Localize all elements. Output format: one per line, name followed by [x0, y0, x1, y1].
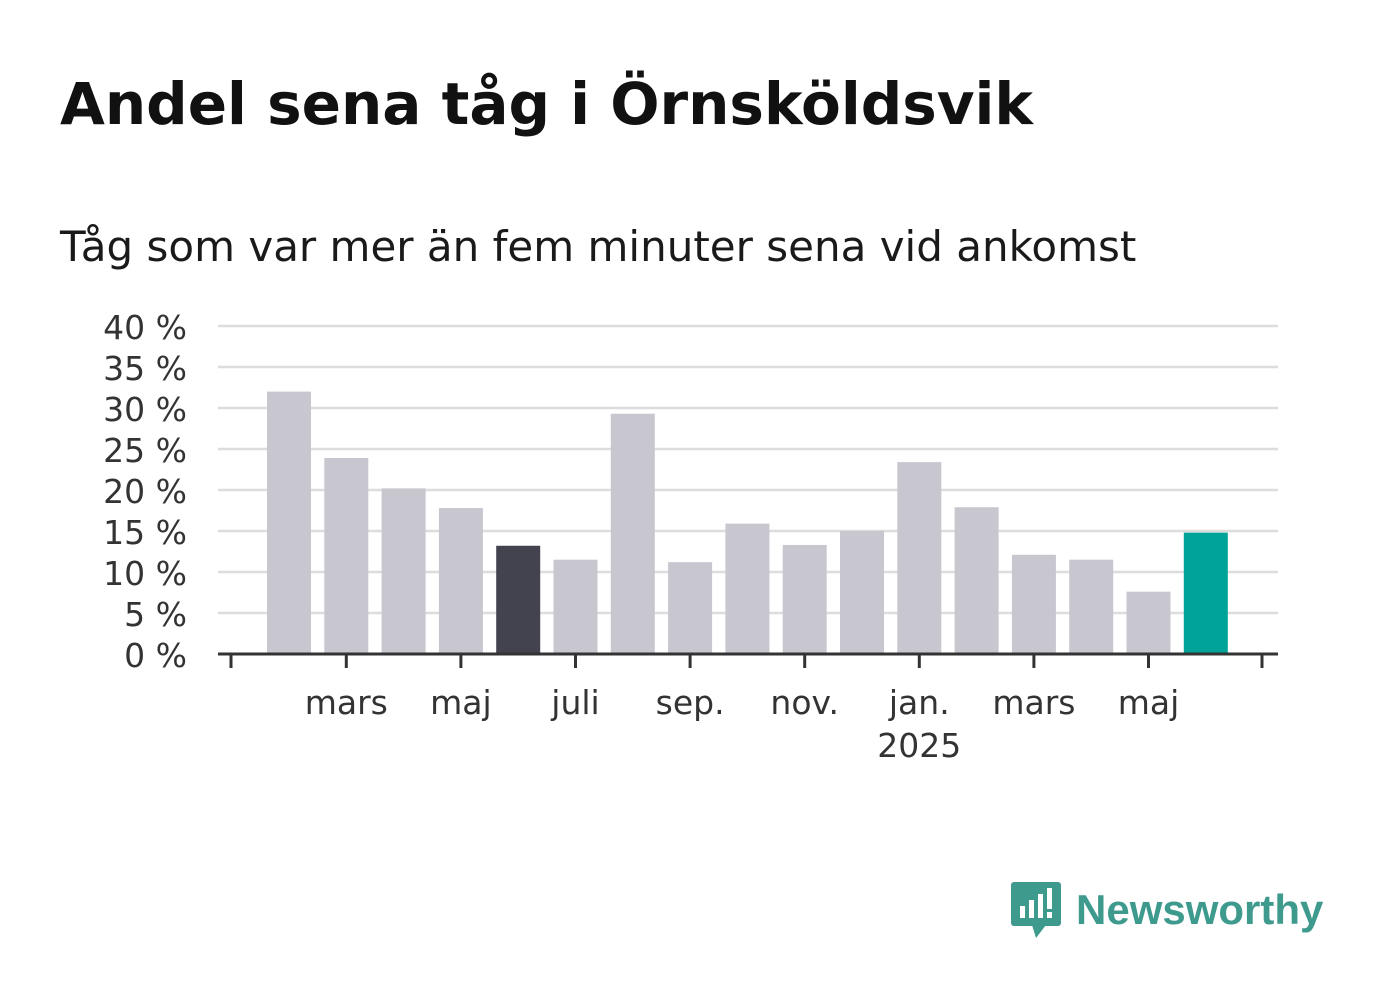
y-tick-label: 25 %	[103, 431, 187, 470]
bar	[381, 488, 426, 654]
bar	[267, 391, 311, 654]
bar	[438, 508, 483, 654]
chart-title: Andel sena tåg i Örnsköldsvik	[60, 70, 1034, 138]
bar	[725, 523, 770, 654]
bar	[610, 413, 655, 654]
bar	[1011, 554, 1056, 654]
newsworthy-logo-icon	[1011, 882, 1061, 938]
x-tick-label: sep.	[656, 683, 725, 722]
y-tick-label: 10 %	[103, 554, 187, 593]
chart-subtitle: Tåg som var mer än fem minuter sena vid …	[60, 222, 1137, 271]
bar	[954, 507, 999, 654]
x-axis	[218, 652, 1278, 668]
bar	[1126, 591, 1171, 654]
brand-name: Newsworthy	[1076, 886, 1324, 933]
bar	[324, 458, 369, 654]
x-tick-label: maj	[430, 683, 492, 722]
bar	[1069, 559, 1114, 654]
bar	[1183, 532, 1228, 654]
x-tick-sublabel: 2025	[877, 726, 961, 765]
newsworthy-logo: Newsworthy	[1010, 878, 1323, 942]
y-tick-label: 15 %	[103, 513, 187, 552]
bars	[267, 391, 1228, 654]
x-tick-label: mars	[992, 683, 1075, 722]
bar	[668, 562, 713, 654]
y-tick-label: 35 %	[103, 349, 187, 388]
bar	[496, 545, 541, 654]
y-tick-label: 0 %	[124, 636, 187, 675]
bar	[782, 544, 827, 654]
y-tick-label: 5 %	[124, 595, 187, 634]
x-tick-label: nov.	[770, 683, 839, 722]
y-axis-labels: 0 %5 %10 %15 %20 %25 %30 %35 %40 %	[103, 308, 187, 675]
y-tick-label: 30 %	[103, 390, 187, 429]
x-tick-label: juli	[550, 683, 599, 722]
x-tick-label: mars	[305, 683, 388, 722]
x-tick-label: jan.	[888, 683, 950, 722]
bar	[897, 462, 942, 654]
y-tick-label: 20 %	[103, 472, 187, 511]
bar	[553, 559, 598, 654]
bar	[840, 531, 884, 654]
x-tick-label: maj	[1118, 683, 1180, 722]
x-axis-labels: mars maj juli sep. nov. jan. 2025 mars maj	[305, 683, 1180, 765]
y-tick-label: 40 %	[103, 308, 187, 347]
